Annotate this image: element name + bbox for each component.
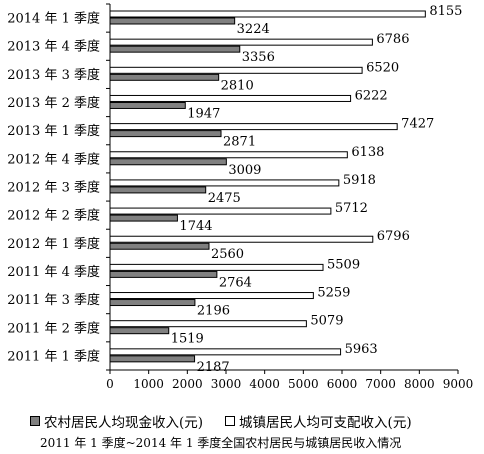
category-label: 2012 年 3 季度	[7, 180, 100, 196]
legend-item-rural: 农村居民人均现金收入(元)	[30, 411, 203, 431]
x-tick-label: 3000	[211, 377, 242, 391]
bar-rural	[109, 158, 227, 166]
value-label-rural: 2187	[197, 360, 230, 375]
bar-urban	[109, 123, 398, 131]
x-tick-label: 6000	[327, 377, 358, 391]
legend-swatch-urban	[225, 416, 236, 426]
bar-rural	[109, 355, 196, 363]
value-label-rural: 2810	[221, 78, 254, 93]
value-label-urban: 6222	[355, 88, 388, 103]
value-label-rural: 3224	[237, 22, 270, 37]
value-label-urban: 6520	[366, 60, 399, 75]
value-label-rural: 1947	[187, 106, 220, 121]
x-tick-label: 9000	[443, 377, 474, 391]
category-label: 2012 年 2 季度	[7, 208, 100, 224]
bar-urban	[109, 292, 314, 300]
legend-label-rural: 农村居民人均现金收入(元)	[44, 415, 204, 431]
bar-urban	[109, 66, 363, 74]
category-label: 2013 年 3 季度	[7, 67, 100, 83]
value-label-urban: 8155	[429, 4, 462, 19]
value-label-urban: 5918	[343, 173, 376, 188]
bar-rural	[109, 45, 241, 53]
category-label: 2011 年 1 季度	[7, 348, 100, 364]
value-label-urban: 5079	[310, 314, 343, 329]
bar-rural	[109, 327, 170, 335]
bar-rural	[109, 242, 210, 250]
category-label: 2013 年 4 季度	[7, 39, 100, 55]
legend-item-urban: 城镇居民人均可支配收入(元)	[225, 411, 412, 431]
category-label: 2011 年 3 季度	[7, 292, 100, 308]
value-label-urban: 6138	[351, 145, 384, 160]
bar-urban	[109, 38, 373, 46]
bar-urban	[109, 348, 342, 356]
value-label-urban: 5259	[317, 286, 350, 301]
value-label-rural: 3009	[228, 163, 261, 178]
bar-urban	[109, 235, 374, 243]
value-label-rural: 1744	[179, 219, 212, 234]
bar-rural	[109, 270, 218, 278]
value-label-urban: 5963	[345, 342, 378, 357]
bar-urban	[109, 263, 324, 271]
category-label: 2011 年 4 季度	[7, 264, 100, 280]
bar-urban	[109, 207, 332, 215]
bar-rural	[109, 186, 207, 194]
bar-rural	[109, 130, 222, 138]
bar-urban	[109, 320, 307, 328]
category-label: 2011 年 2 季度	[7, 320, 100, 336]
value-label-rural: 2475	[208, 191, 241, 206]
category-label: 2012 年 1 季度	[7, 236, 100, 252]
bar-rural	[109, 73, 220, 81]
category-label: 2013 年 1 季度	[7, 123, 100, 139]
value-label-rural: 2871	[223, 135, 256, 150]
value-label-urban: 5509	[327, 257, 360, 272]
bar-urban	[109, 10, 426, 18]
category-label: 2014 年 1 季度	[7, 11, 100, 27]
x-tick-label: 8000	[404, 377, 435, 391]
value-label-urban: 6786	[376, 32, 409, 47]
bar-urban	[109, 94, 352, 102]
legend-label-urban: 城镇居民人均可支配收入(元)	[239, 415, 412, 431]
chart-legend: 农村居民人均现金收入(元) 城镇居民人均可支配收入(元)	[30, 410, 480, 432]
bar-urban	[109, 151, 348, 159]
value-label-urban: 6796	[377, 229, 410, 244]
x-tick-label: 2000	[172, 377, 203, 391]
value-label-rural: 2560	[211, 247, 244, 262]
bar-rural	[109, 17, 236, 25]
category-label: 2012 年 4 季度	[7, 151, 100, 167]
x-tick-label: 4000	[249, 377, 280, 391]
value-label-rural: 2764	[219, 275, 252, 290]
value-label-urban: 5712	[335, 201, 368, 216]
category-label: 2013 年 2 季度	[7, 95, 100, 111]
x-tick-label: 7000	[365, 377, 396, 391]
bar-rural	[109, 299, 196, 307]
bar-urban	[109, 179, 340, 187]
x-tick-label: 1000	[133, 377, 164, 391]
legend-swatch-rural	[30, 416, 40, 426]
bar-rural	[109, 214, 178, 222]
value-label-rural: 2196	[197, 304, 230, 319]
chart-caption: 2011 年 1 季度~2014 年 1 季度全国农村居民与城镇居民收入情况	[40, 436, 402, 450]
value-label-rural: 1519	[171, 332, 204, 347]
x-tick-label: 0	[106, 377, 114, 391]
value-label-urban: 7427	[401, 117, 434, 132]
bar-rural	[109, 101, 186, 109]
x-tick-label: 5000	[288, 377, 319, 391]
value-label-rural: 3356	[242, 50, 275, 65]
